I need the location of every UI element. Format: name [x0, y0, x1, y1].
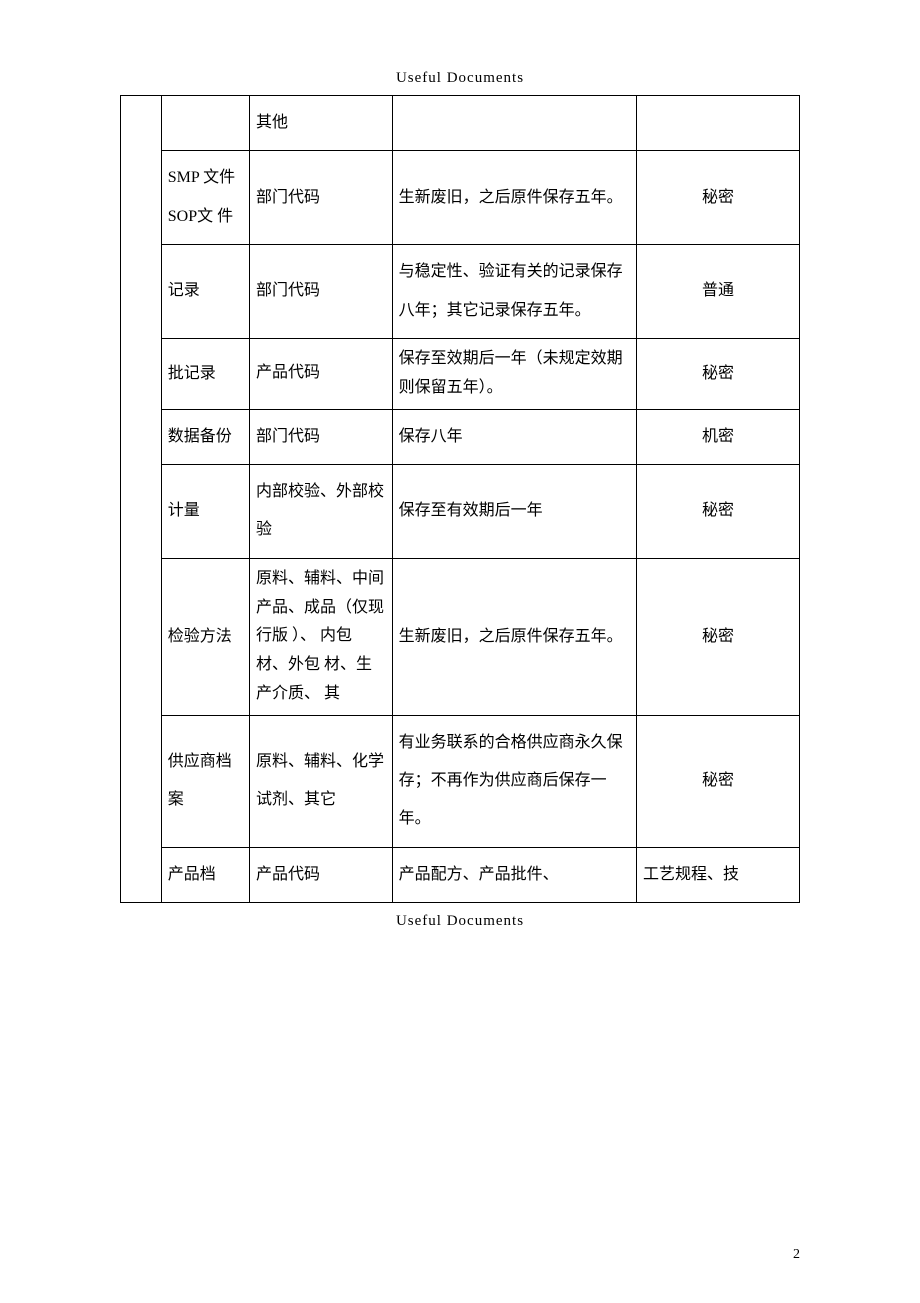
cell-level: 秘密 — [637, 151, 800, 245]
table-row: 记录部门代码与稳定性、验证有关的记录保存八年；其它记录保存五年。普通 — [121, 245, 800, 339]
table-row: SMP 文件SOP文 件部门代码生新废旧，之后原件保存五年。秘密 — [121, 151, 800, 245]
document-table: 其他SMP 文件SOP文 件部门代码生新废旧，之后原件保存五年。秘密记录部门代码… — [120, 95, 800, 903]
cell-desc: 生新废旧，之后原件保存五年。 — [392, 151, 636, 245]
cell-level: 秘密 — [637, 558, 800, 715]
table-row: 产品档产品代码产品配方、产品批件、工艺规程、技 — [121, 847, 800, 902]
table-row: 其他 — [121, 96, 800, 151]
table-row: 批记录产品代码保存至效期后一年（未规定效期则保留五年）。秘密 — [121, 338, 800, 409]
cell-level: 工艺规程、技 — [637, 847, 800, 902]
cell-desc: 保存至效期后一年（未规定效期则保留五年）。 — [392, 338, 636, 409]
cell-code: 产品代码 — [250, 847, 393, 902]
cell-code: 部门代码 — [250, 245, 393, 339]
cell-level: 秘密 — [637, 464, 800, 558]
cell-desc — [392, 96, 636, 151]
page-header: Useful Documents — [120, 70, 800, 87]
cell-type: 数据备份 — [161, 409, 249, 464]
cell-desc: 与稳定性、验证有关的记录保存八年；其它记录保存五年。 — [392, 245, 636, 339]
table-row: 供应商档案原料、辅料、化学试剂、其它有业务联系的合格供应商永久保存；不再作为供应… — [121, 715, 800, 847]
page-number: 2 — [793, 1247, 800, 1263]
page-footer: Useful Documents — [120, 913, 800, 930]
table-row: 计量内部校验、外部校验保存至有效期后一年秘密 — [121, 464, 800, 558]
cell-type: 供应商档案 — [161, 715, 249, 847]
cell-code: 原料、辅料、中间产品、成品（仅现行版 ）、 内包 材、外包 材、生产介质、 其 — [250, 558, 393, 715]
document-page: Useful Documents 其他SMP 文件SOP文 件部门代码生新废旧，… — [0, 0, 920, 930]
cell-desc: 保存至有效期后一年 — [392, 464, 636, 558]
cell-level: 秘密 — [637, 338, 800, 409]
table-row: 数据备份部门代码保存八年机密 — [121, 409, 800, 464]
table-row: 检验方法原料、辅料、中间产品、成品（仅现行版 ）、 内包 材、外包 材、生产介质… — [121, 558, 800, 715]
cell-code: 其他 — [250, 96, 393, 151]
cell-type: 计量 — [161, 464, 249, 558]
cell-level: 机密 — [637, 409, 800, 464]
cell-type: 检验方法 — [161, 558, 249, 715]
cell-left-spine — [121, 96, 162, 903]
cell-desc: 产品配方、产品批件、 — [392, 847, 636, 902]
cell-code: 部门代码 — [250, 409, 393, 464]
cell-level: 秘密 — [637, 715, 800, 847]
cell-level — [637, 96, 800, 151]
cell-type: 记录 — [161, 245, 249, 339]
cell-code: 部门代码 — [250, 151, 393, 245]
cell-code: 产品代码 — [250, 338, 393, 409]
cell-type: SMP 文件SOP文 件 — [161, 151, 249, 245]
cell-desc: 生新废旧，之后原件保存五年。 — [392, 558, 636, 715]
cell-type: 产品档 — [161, 847, 249, 902]
cell-desc: 保存八年 — [392, 409, 636, 464]
cell-code: 内部校验、外部校验 — [250, 464, 393, 558]
cell-type: 批记录 — [161, 338, 249, 409]
cell-desc: 有业务联系的合格供应商永久保存；不再作为供应商后保存一年。 — [392, 715, 636, 847]
cell-code: 原料、辅料、化学试剂、其它 — [250, 715, 393, 847]
cell-type — [161, 96, 249, 151]
cell-level: 普通 — [637, 245, 800, 339]
